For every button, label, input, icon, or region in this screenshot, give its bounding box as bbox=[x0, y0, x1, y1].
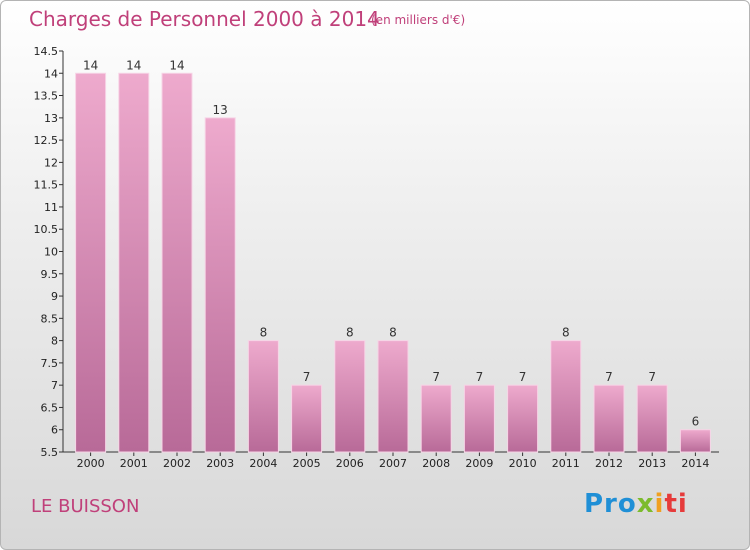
bar bbox=[550, 340, 582, 453]
x-tick-label: 2000 bbox=[77, 457, 105, 470]
bar bbox=[204, 117, 236, 453]
x-tick-label: 2014 bbox=[681, 457, 709, 470]
y-tick-label: 13.5 bbox=[34, 90, 59, 103]
x-tick-label: 2001 bbox=[120, 457, 148, 470]
bar bbox=[593, 384, 625, 453]
x-tick-label: 2013 bbox=[638, 457, 666, 470]
bar bbox=[507, 384, 539, 453]
data-label: 7 bbox=[432, 370, 440, 384]
bar bbox=[118, 72, 150, 453]
y-tick-label: 13 bbox=[44, 112, 58, 125]
y-tick-label: 14 bbox=[44, 67, 58, 80]
x-tick-label: 2006 bbox=[336, 457, 364, 470]
y-tick-label: 9.5 bbox=[41, 268, 59, 281]
x-tick-label: 2012 bbox=[595, 457, 623, 470]
x-tick-label: 2002 bbox=[163, 457, 191, 470]
bars bbox=[75, 72, 711, 453]
data-labels: 14 14 14 13 8 7 8 8 7 7 7 8 7 7 6 bbox=[83, 58, 699, 428]
data-label: 8 bbox=[389, 326, 397, 340]
y-tick-label: 12.5 bbox=[34, 134, 59, 147]
y-tick-label: 8 bbox=[51, 335, 58, 348]
y-tick-label: 7 bbox=[51, 379, 58, 392]
x-tick-label: 2004 bbox=[249, 457, 277, 470]
data-label: 14 bbox=[169, 58, 184, 72]
y-tick-label: 11.5 bbox=[34, 179, 59, 192]
bar bbox=[291, 384, 323, 453]
bar bbox=[636, 384, 668, 453]
x-tick-label: 2008 bbox=[422, 457, 450, 470]
y-tick-label: 9 bbox=[51, 290, 58, 303]
y-tick-label: 6 bbox=[51, 424, 58, 437]
data-label: 7 bbox=[648, 370, 656, 384]
y-tick-label: 10.5 bbox=[34, 223, 59, 236]
axes: 5.566.577.588.599.51010.51111.51212.5131… bbox=[34, 45, 719, 470]
data-label: 7 bbox=[476, 370, 484, 384]
data-label: 6 bbox=[692, 415, 700, 429]
data-label: 7 bbox=[519, 370, 527, 384]
data-label: 13 bbox=[213, 103, 228, 117]
bar bbox=[75, 72, 107, 453]
commune-name: LE BUISSON bbox=[31, 496, 140, 517]
y-tick-label: 5.5 bbox=[41, 446, 59, 459]
data-label: 7 bbox=[605, 370, 613, 384]
x-tick-label: 2007 bbox=[379, 457, 407, 470]
bar bbox=[463, 384, 495, 453]
bar bbox=[420, 384, 452, 453]
x-tick-label: 2010 bbox=[509, 457, 537, 470]
x-tick-label: 2011 bbox=[552, 457, 580, 470]
x-tick-label: 2009 bbox=[465, 457, 493, 470]
proxiti-logo[interactable]: Proxiti bbox=[584, 489, 688, 519]
y-tick-label: 7.5 bbox=[41, 357, 59, 370]
y-tick-label: 11 bbox=[44, 201, 58, 214]
bar bbox=[161, 72, 193, 453]
y-tick-label: 6.5 bbox=[41, 401, 59, 414]
y-tick-label: 14.5 bbox=[34, 45, 59, 58]
x-tick-label: 2005 bbox=[293, 457, 321, 470]
data-label: 8 bbox=[346, 326, 354, 340]
y-tick-label: 10 bbox=[44, 246, 58, 259]
bar bbox=[377, 340, 409, 453]
y-tick-label: 12 bbox=[44, 156, 58, 169]
data-label: 7 bbox=[303, 370, 311, 384]
bar bbox=[679, 429, 711, 453]
bar bbox=[247, 340, 279, 453]
chart-title: Charges de Personnel 2000 à 2014 bbox=[29, 7, 380, 31]
y-tick-label: 8.5 bbox=[41, 312, 59, 325]
data-label: 8 bbox=[562, 326, 570, 340]
bar bbox=[334, 340, 366, 453]
data-label: 14 bbox=[126, 58, 141, 72]
data-label: 8 bbox=[260, 326, 268, 340]
x-tick-label: 2003 bbox=[206, 457, 234, 470]
chart-subtitle: (en milliers d'€) bbox=[371, 13, 466, 27]
data-label: 14 bbox=[83, 58, 98, 72]
